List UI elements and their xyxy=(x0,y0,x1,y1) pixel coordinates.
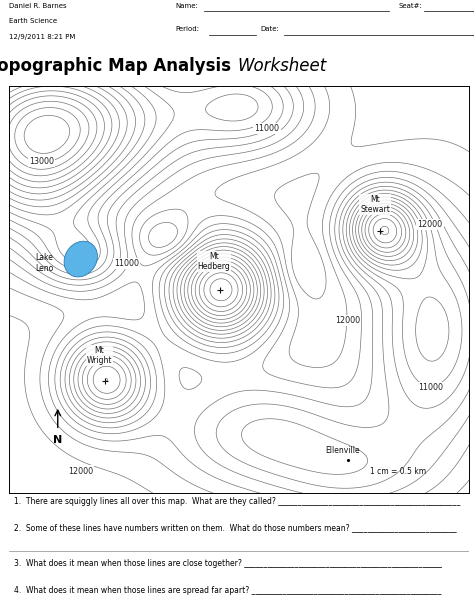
Text: 12000: 12000 xyxy=(335,316,360,325)
Text: 3.  What does it mean when those lines are close together? _____________________: 3. What does it mean when those lines ar… xyxy=(14,559,442,568)
Text: Mt
Stewart: Mt Stewart xyxy=(360,195,390,214)
Text: 4.  What does it mean when those lines are spread far apart? ___________________: 4. What does it mean when those lines ar… xyxy=(14,585,442,595)
Text: 13000: 13000 xyxy=(29,157,54,166)
Text: 12/9/2011 8:21 PM: 12/9/2011 8:21 PM xyxy=(9,34,76,40)
Text: Lake
Leno: Lake Leno xyxy=(35,253,53,273)
Text: 12000: 12000 xyxy=(68,466,93,476)
Text: Earth Science: Earth Science xyxy=(9,18,58,25)
Text: Daniel R. Barnes: Daniel R. Barnes xyxy=(9,2,67,9)
Text: Seat#:: Seat#: xyxy=(398,2,422,9)
Text: 11000: 11000 xyxy=(255,124,280,133)
Text: Ellenville: Ellenville xyxy=(326,446,360,455)
Ellipse shape xyxy=(64,241,98,277)
Text: Mt
Hedberg: Mt Hedberg xyxy=(198,252,230,272)
Text: Mt
Wright: Mt Wright xyxy=(86,346,112,365)
Text: Worksheet: Worksheet xyxy=(237,57,326,75)
Text: 1.  There are squiggly lines all over this map.  What are they called? _________: 1. There are squiggly lines all over thi… xyxy=(14,497,460,506)
Text: Topographic Map Analysis: Topographic Map Analysis xyxy=(0,57,237,75)
Text: N: N xyxy=(53,435,63,445)
Text: Period:: Period: xyxy=(175,26,200,32)
Text: Date:: Date: xyxy=(261,26,280,32)
Text: 2.  Some of these lines have numbers written on them.  What do those numbers mea: 2. Some of these lines have numbers writ… xyxy=(14,524,457,532)
Text: 12000: 12000 xyxy=(418,220,443,229)
Text: Name:: Name: xyxy=(175,2,198,9)
Text: 11000: 11000 xyxy=(418,383,443,392)
Text: 1 cm = 0.5 km: 1 cm = 0.5 km xyxy=(370,466,426,476)
Text: 11000: 11000 xyxy=(114,259,139,268)
